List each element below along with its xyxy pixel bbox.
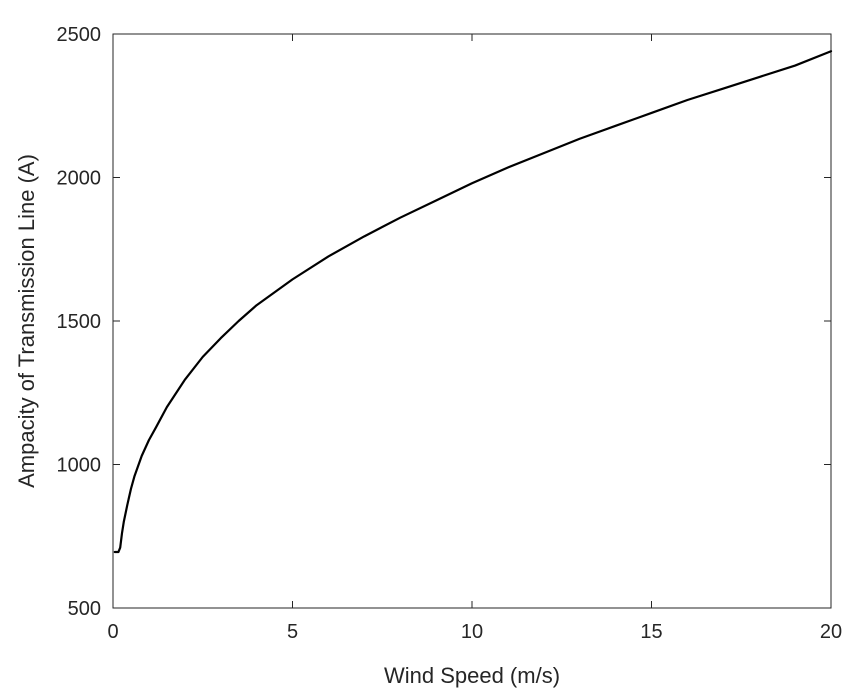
x-tick-label: 10 bbox=[461, 621, 483, 643]
x-axis-label: Wind Speed (m/s) bbox=[384, 663, 560, 688]
x-tick-label: 5 bbox=[287, 621, 298, 643]
y-tick-label: 2500 bbox=[57, 24, 102, 46]
y-tick-label: 1000 bbox=[57, 455, 102, 477]
y-tick-label: 1500 bbox=[57, 311, 102, 333]
series-line-0 bbox=[113, 50, 833, 554]
x-tick-label: 15 bbox=[640, 621, 662, 643]
series-layer bbox=[113, 50, 833, 554]
y-tick-label: 2000 bbox=[57, 168, 102, 190]
x-tick-label: 0 bbox=[107, 621, 118, 643]
y-axis-ticks: 500 1000 1500 2000 2500 bbox=[57, 24, 831, 620]
y-axis-label: Ampacity of Transmission Line (A) bbox=[14, 154, 39, 488]
plot-area bbox=[112, 33, 832, 609]
y-tick-label: 500 bbox=[68, 598, 101, 620]
x-tick-label: 20 bbox=[820, 621, 842, 643]
x-axis-ticks: 0 5 10 15 20 bbox=[107, 34, 842, 643]
